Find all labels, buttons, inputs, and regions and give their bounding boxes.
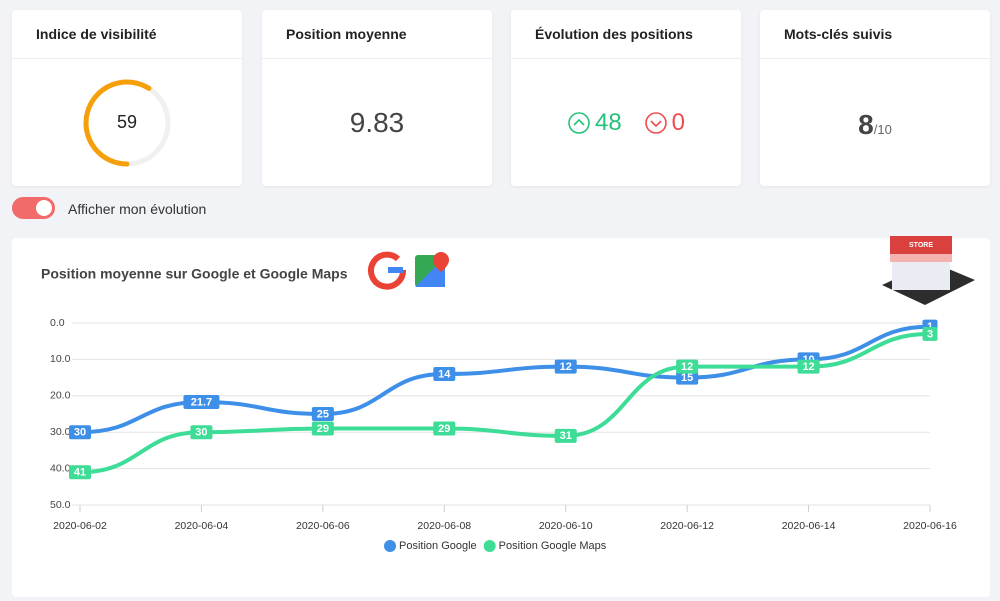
- point-label: 3: [927, 328, 933, 340]
- point-label: 12: [681, 361, 693, 373]
- point-label-box: [311, 407, 334, 421]
- series-line: [79, 331, 931, 475]
- keywords-total: /10: [873, 122, 892, 137]
- down-value: 0: [671, 108, 686, 136]
- point-label: 31: [560, 430, 572, 442]
- x-tick-label: 2020-06-06: [296, 520, 350, 532]
- up-icon: [568, 111, 590, 134]
- point-label: 30: [195, 427, 207, 439]
- keywords-card: Mots-clés suivis 8 /10: [760, 10, 990, 186]
- card-title: Évolution des positions: [511, 10, 741, 59]
- average-card: Position moyenne 9.83: [262, 10, 492, 186]
- gauge: 59: [83, 79, 171, 166]
- point-label: 25: [317, 408, 329, 420]
- point-label-box: [69, 465, 91, 480]
- x-tick-label: 2020-06-14: [782, 520, 836, 532]
- point-label-box: [311, 421, 334, 436]
- svg-text:STORE: STORE: [909, 242, 933, 249]
- y-tick-label: 40.0: [50, 462, 71, 474]
- up-value: 48: [594, 108, 622, 136]
- point-label: 41: [74, 467, 86, 479]
- point-label-box: [922, 326, 938, 341]
- x-tick-label: 2020-06-12: [660, 520, 714, 532]
- y-tick-label: 50.0: [50, 499, 71, 511]
- toggle[interactable]: [12, 197, 55, 219]
- x-tick-label: 2020-06-16: [903, 520, 957, 532]
- point-label: 12: [560, 361, 572, 373]
- legend-label: Position Google Maps: [499, 540, 607, 552]
- card-body: 9.83: [262, 59, 492, 186]
- legend-marker: [384, 540, 396, 552]
- point-label-box: [183, 394, 220, 409]
- y-tick-label: 0.0: [50, 317, 65, 329]
- point-label: 15: [681, 372, 693, 384]
- down-icon: [644, 111, 667, 134]
- y-tick-label: 30.0: [50, 426, 71, 438]
- chart-card: [12, 238, 990, 597]
- point-label: 21.7: [191, 396, 212, 408]
- gauge-value: 59: [117, 111, 137, 131]
- card-title: Indice de visibilité: [12, 10, 242, 59]
- y-tick-label: 20.0: [50, 390, 71, 402]
- store-icon: STORE: [882, 236, 975, 305]
- point-label-box: [190, 425, 213, 440]
- x-tick-label: 2020-06-10: [539, 520, 593, 532]
- point-label: 30: [74, 427, 86, 439]
- x-tick-label: 2020-06-04: [175, 520, 229, 532]
- point-label-box: [676, 370, 699, 385]
- point-label: 29: [317, 423, 329, 435]
- evolution-card: Évolution des positions 48 0: [511, 10, 741, 186]
- point-label-box: [433, 421, 456, 436]
- card-body: 48 0: [511, 59, 741, 186]
- point-label-box: [554, 428, 577, 443]
- point-label-box: [676, 359, 699, 374]
- toggle-label: Afficher mon évolution: [68, 201, 207, 217]
- point-label-box: [433, 366, 456, 381]
- average-value: 9.83: [349, 106, 405, 138]
- series-line: [79, 324, 931, 435]
- visibility-card: Indice de visibilité 59: [12, 10, 242, 186]
- gauge-arc: [83, 79, 152, 166]
- legend-marker: [483, 540, 496, 552]
- card-body: 59: [12, 59, 242, 186]
- y-tick-label: 10.0: [50, 353, 71, 365]
- x-tick-label: 2020-06-02: [53, 520, 107, 532]
- legend-label: Position Google: [399, 540, 477, 552]
- point-label-box: [69, 425, 91, 440]
- card-title: Position moyenne: [262, 10, 492, 59]
- x-tick-label: 2020-06-08: [417, 520, 471, 532]
- point-label-box: [797, 359, 820, 374]
- point-label: 29: [438, 423, 450, 435]
- chart-title: Position moyenne sur Google et Google Ma…: [41, 266, 348, 282]
- card-title: Mots-clés suivis: [760, 10, 990, 59]
- point-label-box: [554, 359, 577, 374]
- point-label: 14: [438, 368, 451, 380]
- keywords-value: 8: [858, 109, 874, 140]
- maps-icon: [415, 252, 449, 287]
- point-label: 12: [802, 361, 814, 373]
- card-body: 8 /10: [760, 59, 990, 186]
- google-icon: [368, 251, 407, 290]
